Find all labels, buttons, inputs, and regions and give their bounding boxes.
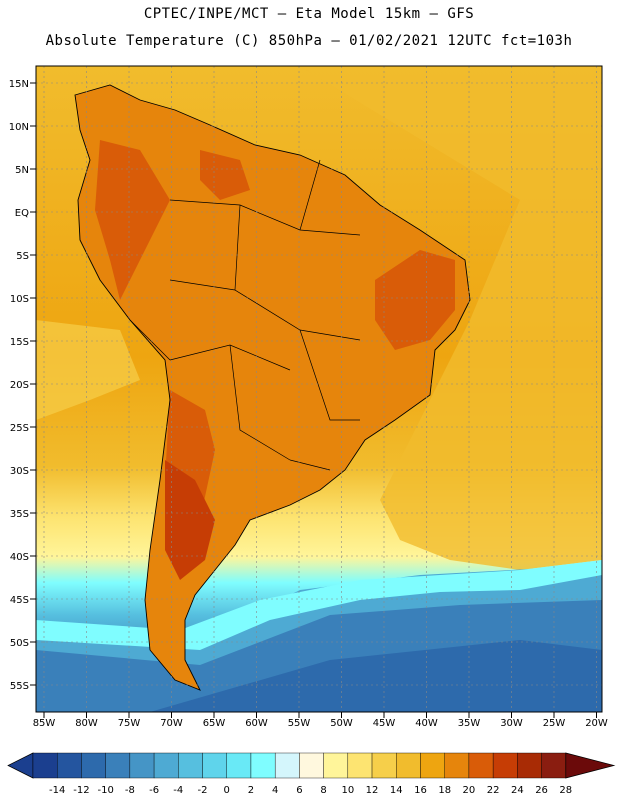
lat-label: 35S bbox=[10, 509, 29, 520]
lat-label: 20S bbox=[10, 380, 29, 391]
colorbar-swatch bbox=[347, 752, 373, 779]
lon-label: 70W bbox=[160, 718, 183, 729]
colorbar-label: -14 bbox=[49, 785, 65, 796]
colorbar-label: 28 bbox=[559, 785, 572, 796]
map-field bbox=[36, 66, 602, 712]
lon-label: 40W bbox=[415, 718, 438, 729]
lat-label: 15S bbox=[10, 337, 29, 348]
colorbar-swatch bbox=[492, 752, 518, 779]
lat-label: 40S bbox=[10, 552, 29, 563]
lon-label: 60W bbox=[245, 718, 268, 729]
colorbar-swatch bbox=[299, 752, 324, 779]
colorbar-swatch bbox=[420, 752, 445, 779]
colorbar-swatch bbox=[323, 752, 349, 779]
colorbar-swatch bbox=[178, 752, 203, 779]
colorbar-swatch bbox=[105, 752, 131, 779]
colorbar-swatch bbox=[517, 752, 542, 779]
colorbar-label: 20 bbox=[463, 785, 476, 796]
lat-label: EQ bbox=[15, 208, 29, 219]
colorbar-swatch bbox=[541, 752, 566, 779]
colorbar-swatch bbox=[250, 752, 276, 779]
colorbar-swatch bbox=[32, 752, 58, 779]
colorbar-label: 14 bbox=[390, 785, 403, 796]
map-subtitle: Absolute Temperature (C) 850hPa — 01/02/… bbox=[45, 33, 573, 49]
lon-label: 75W bbox=[118, 718, 141, 729]
longitude-labels: 85W 80W 75W 70W 65W 60W 55W 50W 45W 40W 35W 30W 25W 2… bbox=[33, 712, 608, 729]
colorbar-label: -10 bbox=[97, 785, 113, 796]
lon-label: 65W bbox=[203, 718, 226, 729]
lat-label: 15N bbox=[9, 79, 29, 90]
lat-label: 5S bbox=[16, 251, 29, 262]
colorbar-label: -12 bbox=[73, 785, 89, 796]
map-title: CPTEC/INPE/MCT — Eta Model 15km — GFS bbox=[143, 6, 475, 22]
colorbar-min-arrow bbox=[7, 752, 34, 779]
lon-label: 45W bbox=[373, 718, 396, 729]
colorbar-swatch bbox=[129, 752, 155, 779]
lon-label: 35W bbox=[458, 718, 481, 729]
lon-label: 80W bbox=[75, 718, 98, 729]
graticule bbox=[36, 66, 602, 712]
lat-label: 55S bbox=[10, 681, 29, 692]
lon-label: 25W bbox=[543, 718, 566, 729]
colorbar-labels: -14 -12 -10 -8 -6 -4 -2 0 2 4 6 8 10 12 14 16 18 20 22 24 26… bbox=[49, 785, 572, 796]
lat-label: 45S bbox=[10, 595, 29, 606]
lon-label: 50W bbox=[330, 718, 353, 729]
colorbar-label: -8 bbox=[125, 785, 135, 796]
colorbar-label: -6 bbox=[149, 785, 159, 796]
map-frame bbox=[35, 65, 603, 713]
lat-label: 30S bbox=[10, 466, 29, 477]
colorbar bbox=[7, 752, 616, 779]
colorbar-swatch bbox=[81, 752, 106, 779]
colorbar-swatch bbox=[226, 752, 252, 779]
colorbar-swatch bbox=[468, 752, 494, 779]
lat-label: 50S bbox=[10, 638, 29, 649]
colorbar-swatch bbox=[57, 752, 82, 779]
lat-label: 10N bbox=[9, 122, 29, 133]
lon-label: 20W bbox=[585, 718, 608, 729]
colorbar-label: 4 bbox=[272, 785, 278, 796]
colorbar-swatch bbox=[153, 752, 179, 779]
lat-label: 10S bbox=[10, 294, 29, 305]
colorbar-label: -2 bbox=[198, 785, 208, 796]
colorbar-label: 8 bbox=[320, 785, 326, 796]
lat-label: 25S bbox=[10, 423, 29, 434]
colorbar-max-arrow bbox=[565, 752, 616, 779]
colorbar-swatch bbox=[274, 752, 300, 779]
lon-label: 55W bbox=[288, 718, 311, 729]
colorbar-label: 18 bbox=[438, 785, 451, 796]
colorbar-swatch bbox=[444, 752, 470, 779]
colorbar-label: 2 bbox=[248, 785, 254, 796]
colorbar-label: -4 bbox=[173, 785, 183, 796]
colorbar-swatch bbox=[371, 752, 397, 779]
lon-label: 30W bbox=[500, 718, 523, 729]
colorbar-label: 22 bbox=[487, 785, 500, 796]
colorbar-label: 10 bbox=[341, 785, 354, 796]
colorbar-swatch bbox=[396, 752, 421, 779]
lat-label: 5N bbox=[15, 165, 29, 176]
colorbar-swatch bbox=[202, 752, 227, 779]
latitude-labels: 15N 10N 5N EQ 5S 10S 15S 20S 25S 30S 35S 40S 45S 50S 5… bbox=[9, 79, 36, 692]
colorbar-label: 0 bbox=[224, 785, 230, 796]
colorbar-label: 12 bbox=[366, 785, 379, 796]
colorbar-label: 24 bbox=[511, 785, 524, 796]
colorbar-label: 26 bbox=[535, 785, 548, 796]
colorbar-label: 6 bbox=[296, 785, 302, 796]
lon-label: 85W bbox=[33, 718, 56, 729]
colorbar-label: 16 bbox=[414, 785, 427, 796]
